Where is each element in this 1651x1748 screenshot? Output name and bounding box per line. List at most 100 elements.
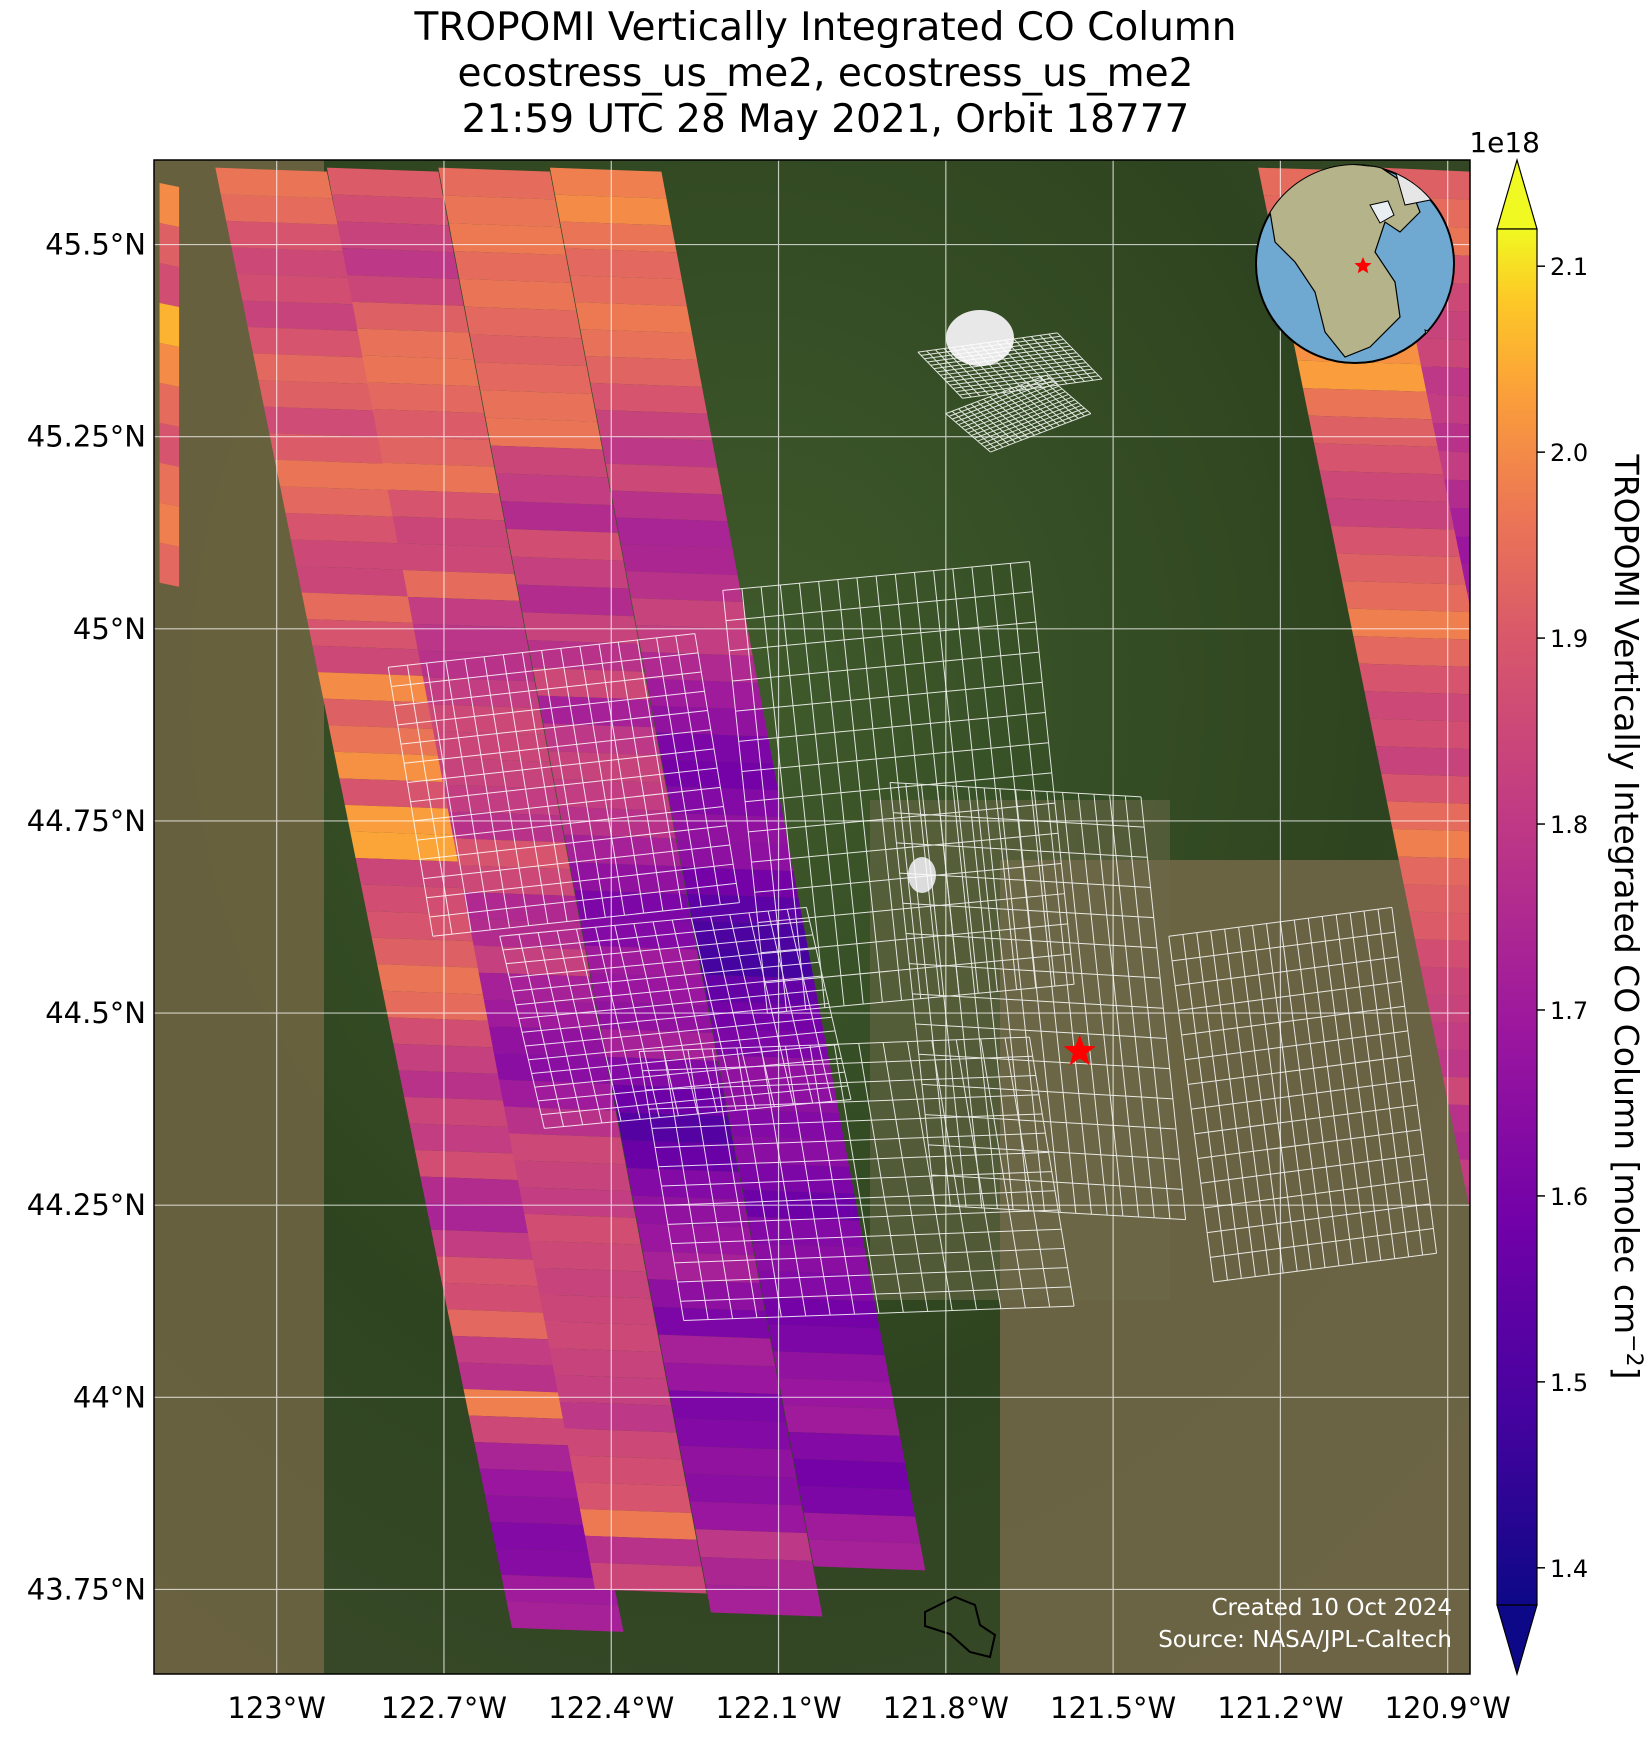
co-pixel-central-swath-b-7 [585,355,703,387]
co-pixel-west-swath-c-16 [407,596,525,628]
lat-tick-label: 44.75°N [27,804,146,838]
co-pixel-central-swath-a-0 [438,167,556,200]
co-pixel-central-swath-a-8 [480,389,598,422]
site-marker-star [1063,1034,1096,1066]
co-pixel-west-swath-b-17 [307,619,424,650]
co-pixel-west-swath-c-42 [539,1294,657,1326]
co-pixel-east-swath-a-36 [1459,1159,1470,1188]
co-pixel-west-swath-c-40 [529,1240,646,1272]
co-pixel-west-swath-b-34 [398,1070,516,1101]
co-pixel-west-swath-b-14 [290,539,408,570]
co-pixel-central-swath-b-31 [707,1001,824,1033]
co-pixel-west-swath-b-45 [458,1362,575,1393]
co-pixel-west-swath-c-7 [362,355,479,387]
ecostress-footprints [387,332,1438,1321]
co-pixel-central-swath-b-46 [783,1405,900,1436]
co-pixel-west-swath-a-5 [159,382,180,427]
lat-tick-label: 45°N [73,612,146,646]
lake-outline [924,1595,997,1659]
ecostress-footprint-6 [917,332,1103,399]
co-pixel-central-swath-b-32 [712,1028,829,1060]
co-pixel-west-swath-c-13 [392,516,510,548]
co-pixel-west-swath-b-46 [463,1388,581,1420]
co-pixel-west-swath-c-48 [569,1455,687,1487]
colorbar-multiplier: 1e18 [1469,126,1540,159]
co-pixel-central-swath-b-3 [565,248,682,280]
co-pixel-east-swath-a-52 [1549,1600,1651,1632]
co-pixel-central-swath-b-13 [615,517,733,549]
colorbar-extend-max [1496,157,1538,230]
co-pixel-west-swath-c-22 [438,757,555,789]
co-pixel-west-swath-c-28 [468,918,586,950]
co-pixel-east-swath-b-43 [1628,1386,1651,1418]
co-pixel-west-swath-b-40 [431,1229,549,1261]
co-pixel-west-swath-b-54 [506,1601,624,1632]
longitude-tick-labels: 123°W 122.7°W 122.4°W 122.1°W 121.8°W 121.5°W… [227,1691,1510,1725]
co-pixel-west-swath-b-5 [242,300,360,331]
co-pixel-west-swath-c-17 [412,623,530,655]
co-pixel-central-swath-b-48 [793,1458,911,1490]
ecostress-footprint-0 [387,633,741,937]
co-pixel-central-swath-b-27 [686,893,804,925]
co-pixel-central-swath-a-21 [548,751,666,783]
co-pixel-central-swath-a-6 [469,334,587,367]
co-swaths [159,167,1651,1632]
co-pixel-west-swath-b-10 [269,433,387,464]
lon-tick-label: 121.8°W [883,1691,1009,1725]
lat-tick-label: 44°N [73,1380,146,1414]
co-pixel-central-swath-a-35 [621,1140,739,1172]
colorbar-gradient [1496,228,1538,1606]
co-pixel-west-swath-b-13 [285,512,403,544]
co-pixel-west-swath-c-15 [402,570,520,601]
co-pixel-west-swath-c-49 [574,1482,692,1513]
colorbar-tick-label: 1.6 [1550,1183,1588,1211]
co-pixel-west-swath-b-7 [253,353,371,385]
co-pixel-west-swath-b-18 [312,645,430,677]
co-pixel-west-swath-a-9 [159,542,180,587]
co-pixel-central-swath-b-50 [803,1512,921,1544]
co-pixel-west-swath-b-20 [323,698,441,730]
co-pixel-east-swath-b-45 [1640,1443,1651,1475]
ecostress-footprint-2 [889,782,1187,1221]
co-pixel-east-swath-b-10 [1438,450,1470,481]
co-pixel-west-swath-c-45 [554,1374,672,1406]
credit-created: Created 10 Oct 2024 [1211,1595,1452,1621]
colorbar-tick-label: 1.7 [1550,997,1588,1025]
co-pixel-central-swath-a-4 [459,278,577,311]
globe-hudson-bay [1369,200,1395,224]
co-pixel-east-swath-a-8 [1302,388,1443,420]
co-pixel-west-swath-b-22 [334,751,451,783]
co-pixel-west-swath-b-29 [371,937,489,969]
co-pixel-west-swath-b-26 [355,857,473,889]
co-pixel-central-swath-a-2 [448,223,566,256]
lat-tick-label: 44.5°N [45,996,146,1030]
co-pixel-central-swath-a-33 [611,1084,729,1117]
co-pixel-east-swath-a-29 [1420,966,1470,996]
co-pixel-east-swath-a-25 [1398,856,1470,886]
co-pixel-east-swath-b-8 [1426,394,1470,425]
co-pixel-central-swath-a-40 [648,1279,765,1311]
co-pixel-central-swath-a-14 [511,556,629,589]
co-pixel-central-swath-b-11 [605,463,723,495]
co-pixel-west-swath-c-21 [433,731,550,762]
co-pixel-west-swath-b-52 [495,1548,613,1579]
co-pixel-central-swath-b-8 [590,382,708,414]
co-pixel-west-swath-b-50 [485,1495,602,1526]
co-pixel-central-swath-b-12 [610,490,728,522]
co-pixel-west-swath-c-50 [579,1508,697,1540]
co-pixel-west-swath-c-2 [336,221,454,253]
co-pixel-west-swath-a-7 [159,462,180,507]
co-pixel-east-swath-a-12 [1325,498,1465,530]
co-pixel-east-swath-a-14 [1336,553,1470,585]
co-pixel-east-swath-a-27 [1409,911,1470,941]
co-pixel-west-swath-b-28 [366,911,484,942]
lon-tick-label: 122.7°W [381,1691,507,1725]
co-pixel-east-swath-b-13 [1455,535,1470,565]
co-pixel-west-swath-b-44 [452,1335,570,1367]
co-pixel-east-swath-b-46 [1646,1471,1651,1503]
lon-tick-label: 122.4°W [548,1691,674,1725]
co-pixel-east-swath-a-17 [1353,636,1470,667]
co-pixel-central-swath-a-44 [669,1390,786,1423]
co-pixel-west-swath-b-48 [474,1442,592,1473]
co-pixel-west-swath-c-24 [448,811,565,843]
